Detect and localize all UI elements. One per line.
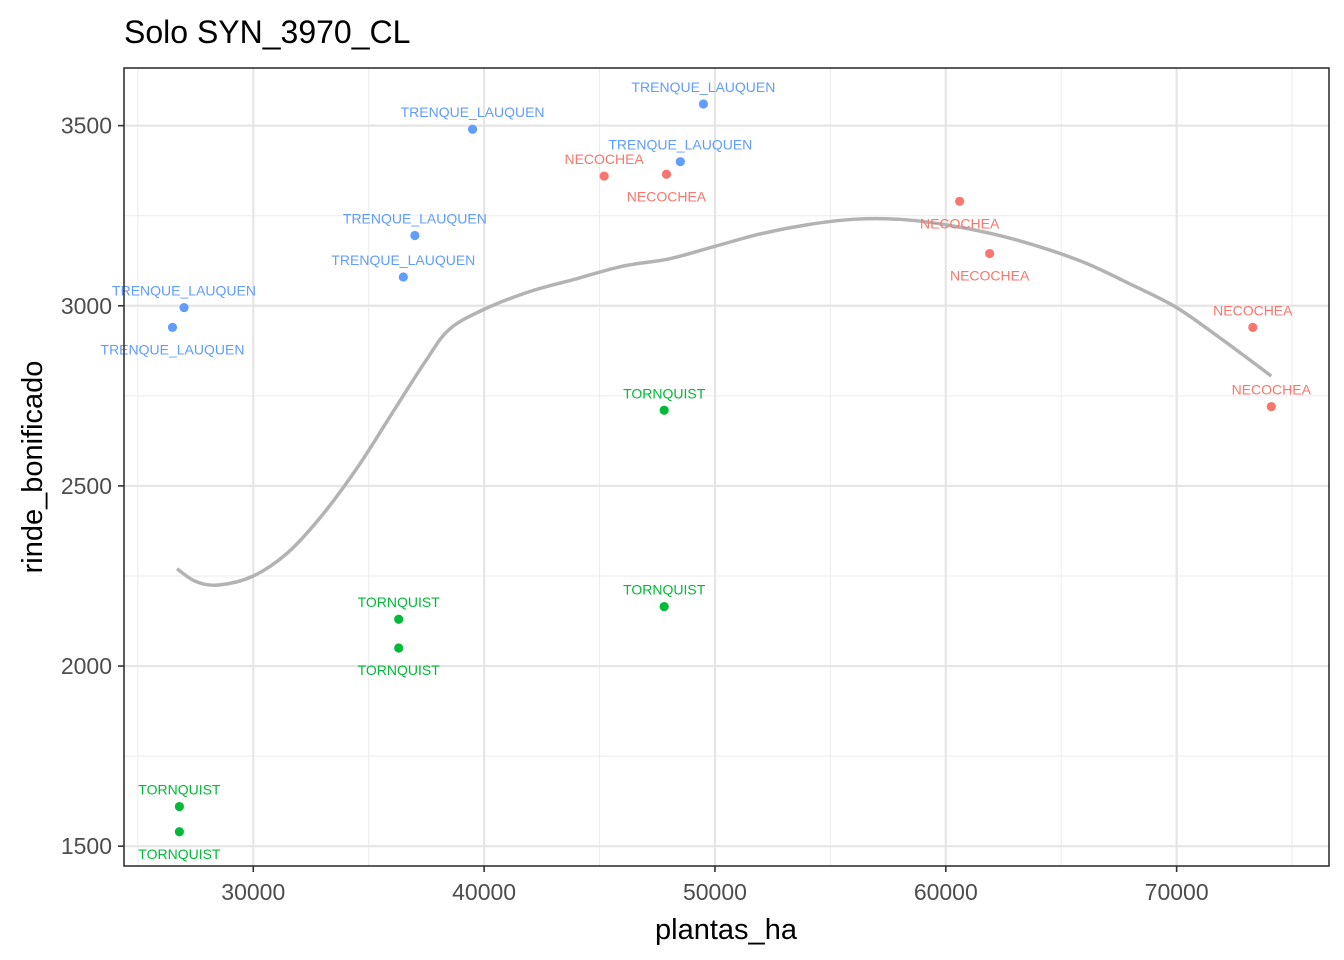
chart-title: Solo SYN_3970_CL xyxy=(124,14,410,50)
data-label: TORNQUIST xyxy=(358,662,441,678)
x-tick-label: 50000 xyxy=(683,879,747,905)
data-label: TORNQUIST xyxy=(623,385,706,401)
x-tick-label: 30000 xyxy=(221,879,285,905)
data-labels: TRENQUE_LAUQUEN TRENQUE_LAUQUEN TRENQUE_LA… xyxy=(101,79,1312,862)
data-point xyxy=(467,124,478,134)
data-label: NECOCHEA xyxy=(627,188,707,204)
grid-major xyxy=(124,68,1329,866)
data-point xyxy=(410,230,420,241)
plot-border xyxy=(123,67,1330,867)
data-label: TRENQUE_LAUQUEN xyxy=(631,79,775,95)
data-point xyxy=(398,272,408,282)
plot-background xyxy=(124,68,1329,866)
data-point xyxy=(394,614,404,624)
data-label: TRENQUE_LAUQUEN xyxy=(608,137,752,153)
data-point xyxy=(167,322,178,332)
data-label: TRENQUE_LAUQUEN xyxy=(401,104,545,120)
data-label: NECOCHEA xyxy=(920,215,1000,231)
y-axis-title: rinde_bonificado xyxy=(17,361,49,574)
data-point xyxy=(174,827,185,837)
data-label: NECOCHEA xyxy=(1232,382,1312,398)
data-label: TORNQUIST xyxy=(358,594,441,610)
data-point xyxy=(174,801,185,812)
data-point xyxy=(1248,322,1258,332)
data-label: TORNQUIST xyxy=(623,582,706,598)
data-point xyxy=(599,171,609,181)
data-point xyxy=(661,169,672,179)
data-points xyxy=(167,99,1276,837)
x-tick-label: 70000 xyxy=(1145,879,1209,905)
x-tick-label: 60000 xyxy=(914,879,978,905)
y-tick-label: 3500 xyxy=(61,113,112,139)
data-label: TRENQUE_LAUQUEN xyxy=(331,252,475,268)
data-point xyxy=(1266,402,1276,412)
data-label: NECOCHEA xyxy=(950,268,1030,284)
y-tick-label: 3000 xyxy=(61,293,112,319)
data-point xyxy=(659,405,669,415)
data-label: NECOCHEA xyxy=(564,151,644,167)
data-label: TORNQUIST xyxy=(138,782,221,798)
x-axis-ticks: 30000 40000 50000 60000 70000 xyxy=(221,866,1209,905)
data-point xyxy=(955,196,965,206)
data-label: NECOCHEA xyxy=(1213,302,1293,318)
y-tick-label: 2500 xyxy=(61,473,112,499)
data-point xyxy=(698,99,709,109)
data-point xyxy=(179,302,189,313)
data-point xyxy=(659,602,669,612)
smooth-curve xyxy=(176,216,1273,587)
data-label: TRENQUE_LAUQUEN xyxy=(112,283,256,299)
data-point xyxy=(985,248,995,259)
data-point xyxy=(394,643,404,653)
y-tick-label: 1500 xyxy=(61,833,112,859)
data-label: TORNQUIST xyxy=(138,846,221,862)
data-label: TRENQUE_LAUQUEN xyxy=(343,211,487,227)
y-tick-label: 2000 xyxy=(61,653,112,679)
x-axis-title: plantas_ha xyxy=(655,914,798,946)
data-label: TRENQUE_LAUQUEN xyxy=(101,341,245,357)
grid-minor xyxy=(124,68,1329,866)
plot-area: TRENQUE_LAUQUEN TRENQUE_LAUQUEN TRENQUE_LA… xyxy=(101,67,1330,867)
x-tick-label: 40000 xyxy=(452,879,516,905)
y-axis-ticks: 1500 2000 2500 3000 3500 xyxy=(61,113,124,859)
data-point xyxy=(675,157,685,167)
